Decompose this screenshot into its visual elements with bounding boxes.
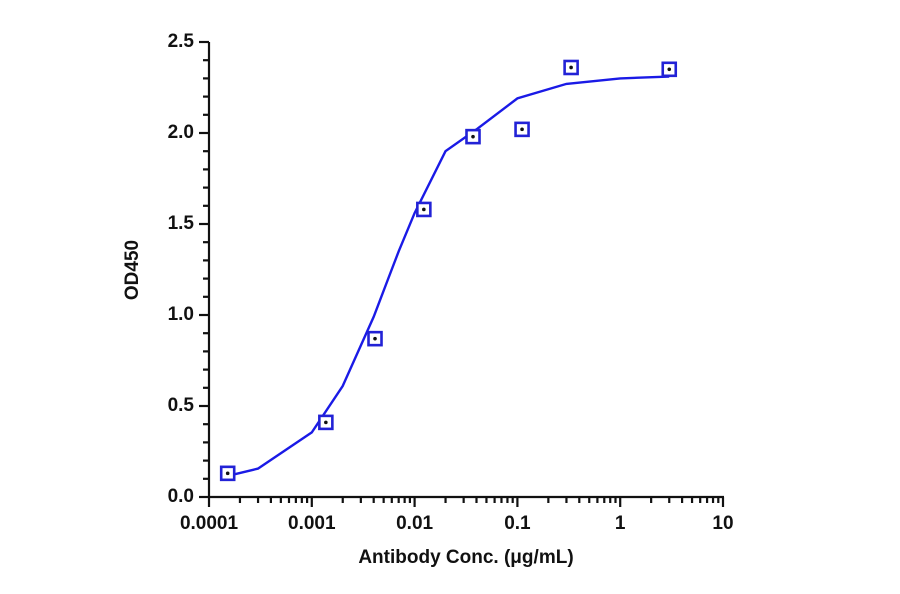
data-point [367,330,383,347]
y-axis-title: OD450 [122,240,143,300]
data-point [514,121,530,138]
marker-dot [422,207,426,212]
x-axis-title: Antibody Conc. (μg/mL) [358,547,573,568]
marker-dot [373,336,377,341]
y-tick-label: 0.5 [168,395,195,416]
data-point [318,414,334,431]
x-tick-label: 10 [712,513,733,534]
y-tick-label: 2.0 [168,122,194,143]
x-tick-label: 1 [615,513,626,534]
fit-curve [226,75,670,478]
x-tick-label: 0.001 [288,513,336,534]
y-tick-label: 0.0 [168,486,194,507]
marker-dot [471,134,475,139]
marker-dot [520,127,524,132]
x-tick-label: 0.01 [396,513,433,534]
marker-dot [667,67,672,72]
data-point [219,465,236,482]
y-tick-label: 1.5 [168,213,195,234]
x-tick-label: 0.0001 [180,513,239,534]
marker-dot [569,65,573,70]
data-point [416,201,432,218]
marker-dot [225,471,230,476]
y-tick-label: 2.5 [168,31,195,52]
data-point [661,61,678,78]
marker-dot [324,420,328,425]
x-tick-label: 0.1 [504,513,531,534]
data-point [563,59,579,76]
y-tick-label: 1.0 [168,304,194,325]
data-point [465,128,481,145]
